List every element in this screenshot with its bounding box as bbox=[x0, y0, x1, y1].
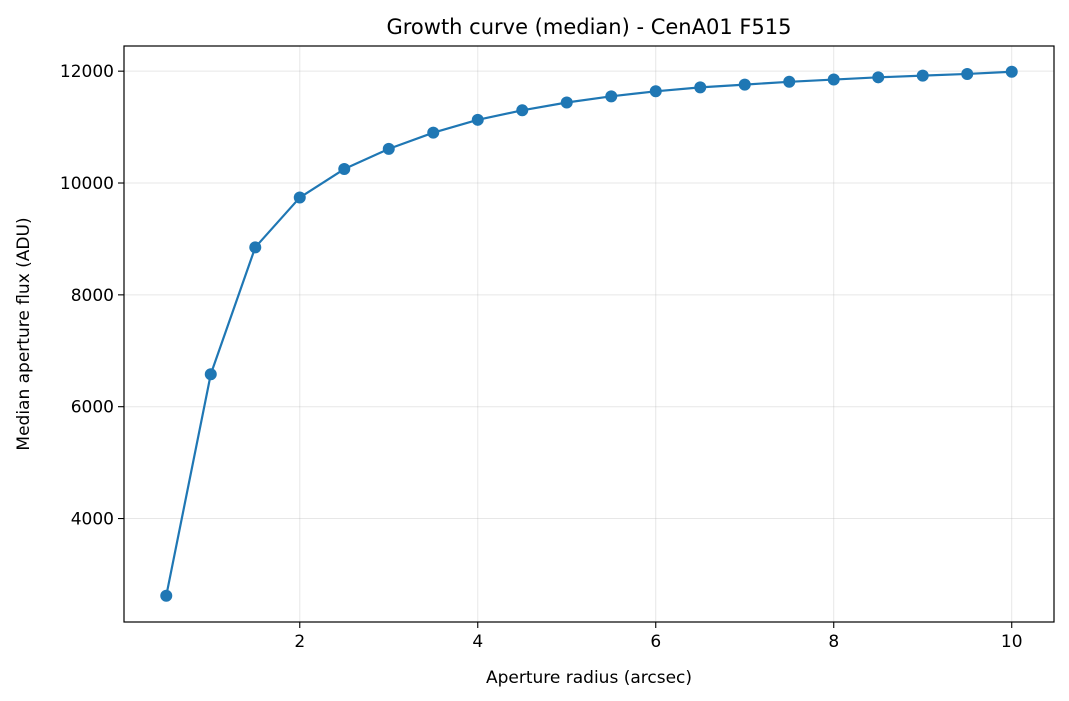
x-tick-label: 10 bbox=[1001, 632, 1023, 652]
data-point bbox=[827, 73, 840, 86]
series-layer bbox=[160, 65, 1018, 602]
y-tick-label: 6000 bbox=[71, 398, 114, 418]
data-point bbox=[293, 191, 306, 204]
data-point bbox=[560, 96, 573, 109]
y-axis-label: Median aperture flux (ADU) bbox=[14, 217, 34, 450]
ticks: 2 4 6 8 10 4000 6000 8000 10000 12000 bbox=[60, 62, 1023, 652]
data-point bbox=[916, 69, 929, 82]
data-point bbox=[961, 67, 974, 80]
data-point bbox=[471, 113, 484, 126]
data-point bbox=[694, 81, 707, 94]
data-point bbox=[738, 78, 751, 91]
data-point bbox=[338, 163, 351, 176]
data-point bbox=[249, 241, 262, 254]
data-point bbox=[783, 75, 796, 88]
data-point bbox=[516, 104, 529, 117]
x-tick-label: 6 bbox=[650, 632, 661, 652]
x-tick-label: 4 bbox=[472, 632, 483, 652]
y-tick-label: 8000 bbox=[71, 286, 114, 306]
data-point bbox=[382, 142, 395, 155]
y-tick-label: 10000 bbox=[60, 174, 114, 194]
data-point bbox=[872, 71, 885, 84]
data-point bbox=[1005, 65, 1018, 78]
data-point bbox=[204, 368, 217, 381]
y-tick-label: 12000 bbox=[60, 62, 114, 82]
y-tick-label: 4000 bbox=[71, 510, 114, 530]
data-point bbox=[160, 589, 173, 602]
grid bbox=[124, 46, 1054, 622]
series-line bbox=[165, 70, 1012, 596]
axes-frame bbox=[123, 45, 1055, 623]
x-axis-label: Aperture radius (arcsec) bbox=[486, 668, 692, 688]
data-point bbox=[649, 85, 662, 98]
x-tick-label: 2 bbox=[294, 632, 305, 652]
chart-title: Growth curve (median) - CenA01 F515 bbox=[386, 15, 791, 39]
data-point bbox=[605, 90, 618, 103]
data-point bbox=[427, 126, 440, 139]
x-tick-label: 8 bbox=[828, 632, 839, 652]
